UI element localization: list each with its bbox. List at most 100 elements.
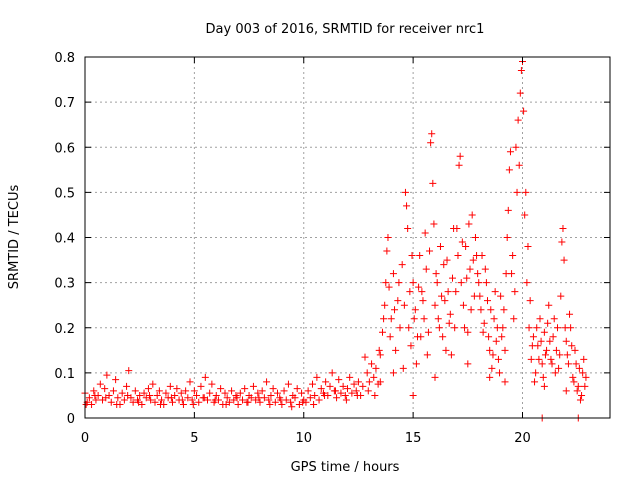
data-point <box>309 380 316 388</box>
data-point <box>575 364 583 372</box>
y-tick-label: 0.2 <box>54 322 75 337</box>
data-point <box>545 301 553 309</box>
data-point <box>197 382 205 390</box>
data-point <box>274 389 281 397</box>
data-point <box>236 389 244 397</box>
data-point <box>421 229 429 237</box>
data-point <box>92 396 100 404</box>
data-point <box>375 346 383 354</box>
data-point <box>195 398 203 406</box>
data-point <box>269 385 277 393</box>
data-point <box>521 211 529 219</box>
data-point <box>280 387 288 395</box>
data-point <box>398 261 406 269</box>
data-point <box>548 360 556 368</box>
data-point <box>488 364 496 372</box>
data-point <box>463 274 471 282</box>
data-point <box>376 351 384 359</box>
data-point <box>415 283 423 291</box>
data-point <box>579 369 587 377</box>
data-point <box>299 398 307 406</box>
data-point <box>447 351 455 359</box>
data-point <box>239 396 246 404</box>
data-point <box>458 238 466 246</box>
data-point <box>485 333 493 341</box>
data-point <box>380 315 388 323</box>
data-point <box>409 279 417 287</box>
data-point <box>411 306 419 314</box>
data-point <box>417 333 425 341</box>
data-point <box>391 306 399 314</box>
data-point <box>361 353 369 361</box>
data-point <box>153 391 161 399</box>
data-point <box>217 385 225 393</box>
data-point <box>288 403 296 411</box>
data-point <box>178 396 186 404</box>
data-point <box>123 382 131 390</box>
y-tick-label: 0.7 <box>54 96 75 111</box>
data-point <box>311 391 319 399</box>
data-point <box>167 394 175 402</box>
data-point <box>420 315 428 323</box>
data-point <box>322 378 330 386</box>
data-point <box>484 297 491 305</box>
data-point <box>513 188 521 196</box>
data-point <box>306 394 314 402</box>
data-point <box>555 364 563 372</box>
data-point <box>446 310 454 318</box>
data-point <box>570 378 578 386</box>
data-point <box>201 373 209 381</box>
data-point <box>431 373 439 381</box>
data-point <box>114 394 122 402</box>
data-point <box>438 292 446 300</box>
data-points <box>81 58 590 422</box>
data-point <box>140 389 148 397</box>
data-point <box>212 391 220 399</box>
data-point <box>113 400 121 408</box>
data-point <box>427 139 435 147</box>
data-point <box>469 256 477 264</box>
data-point <box>125 367 133 375</box>
data-point <box>287 398 295 406</box>
data-point <box>573 387 581 395</box>
data-point <box>337 389 345 397</box>
data-point <box>490 315 498 323</box>
data-point <box>450 224 458 232</box>
data-point <box>524 243 532 251</box>
data-point <box>403 202 411 210</box>
x-tick-label: 0 <box>81 431 89 446</box>
data-point <box>416 252 424 260</box>
data-point <box>533 324 541 332</box>
data-point <box>428 130 436 138</box>
data-point <box>186 378 194 386</box>
data-point <box>298 389 306 397</box>
y-tick-label: 0.5 <box>54 186 75 201</box>
x-tick-labels: 0 5 10 15 20 <box>81 431 531 446</box>
data-point <box>468 211 476 219</box>
data-point <box>82 400 90 408</box>
data-point <box>364 387 372 395</box>
x-tick-label: 5 <box>190 431 198 446</box>
data-point <box>206 389 214 397</box>
data-point <box>539 373 547 381</box>
y-axis-label: SRMTID / TECUs <box>7 185 22 290</box>
data-point <box>512 143 520 151</box>
data-point <box>440 261 448 269</box>
data-point <box>190 387 198 395</box>
data-point <box>386 333 394 341</box>
data-point <box>550 315 558 323</box>
data-point <box>321 391 329 399</box>
data-point <box>471 234 479 241</box>
data-point <box>118 389 126 397</box>
data-point <box>291 394 299 402</box>
data-point <box>552 346 560 354</box>
data-point <box>465 220 473 228</box>
data-point <box>155 387 163 395</box>
data-point <box>554 324 561 332</box>
data-point <box>536 315 544 323</box>
y-tick-label: 0.4 <box>54 232 75 247</box>
data-point <box>527 355 535 363</box>
data-point <box>222 400 230 408</box>
data-point <box>354 378 362 386</box>
data-point <box>514 116 522 124</box>
